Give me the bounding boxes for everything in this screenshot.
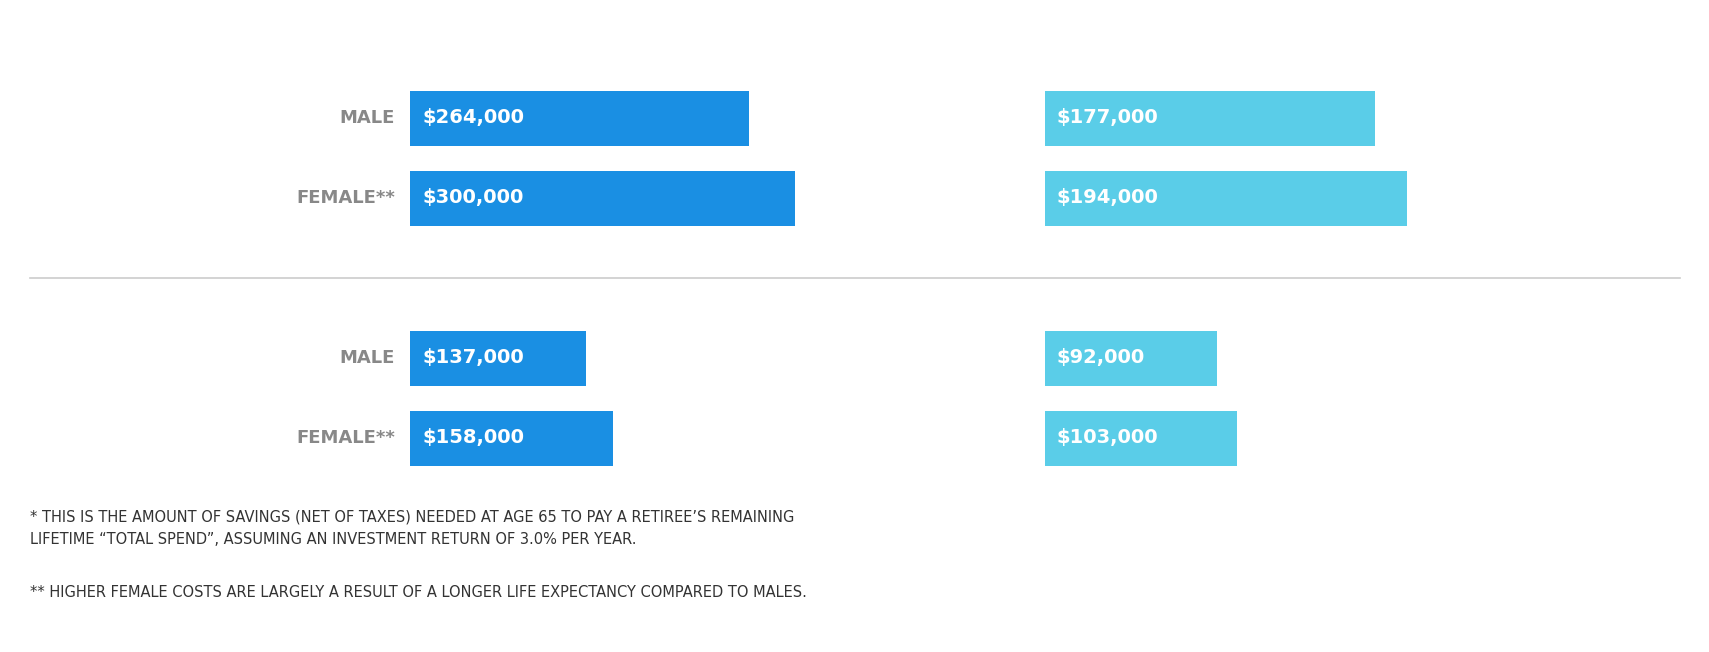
Bar — [410, 331, 586, 385]
Text: * THIS IS THE AMOUNT OF SAVINGS (NET OF TAXES) NEEDED AT AGE 65 TO PAY A RETIREE: * THIS IS THE AMOUNT OF SAVINGS (NET OF … — [31, 510, 795, 547]
Bar — [410, 171, 795, 226]
Text: ** HIGHER FEMALE COSTS ARE LARGELY A RESULT OF A LONGER LIFE EXPECTANCY COMPARED: ** HIGHER FEMALE COSTS ARE LARGELY A RES… — [31, 585, 807, 600]
Text: $194,000: $194,000 — [1056, 188, 1159, 207]
Text: $264,000: $264,000 — [422, 108, 525, 128]
Text: $158,000: $158,000 — [422, 428, 525, 447]
Text: $92,000: $92,000 — [1056, 349, 1145, 368]
Bar — [1044, 171, 1407, 226]
Text: FEMALE**: FEMALE** — [296, 189, 395, 207]
Text: $300,000: $300,000 — [422, 188, 523, 207]
Text: FEMALE**: FEMALE** — [296, 429, 395, 447]
Text: $177,000: $177,000 — [1056, 108, 1159, 128]
Bar — [410, 91, 749, 145]
Text: $137,000: $137,000 — [422, 349, 523, 368]
Text: $103,000: $103,000 — [1056, 428, 1159, 447]
Text: MALE: MALE — [340, 109, 395, 127]
Bar — [1044, 411, 1237, 466]
Bar — [1044, 91, 1376, 145]
Bar — [410, 411, 614, 466]
Bar — [1044, 331, 1217, 385]
Text: MALE: MALE — [340, 349, 395, 367]
